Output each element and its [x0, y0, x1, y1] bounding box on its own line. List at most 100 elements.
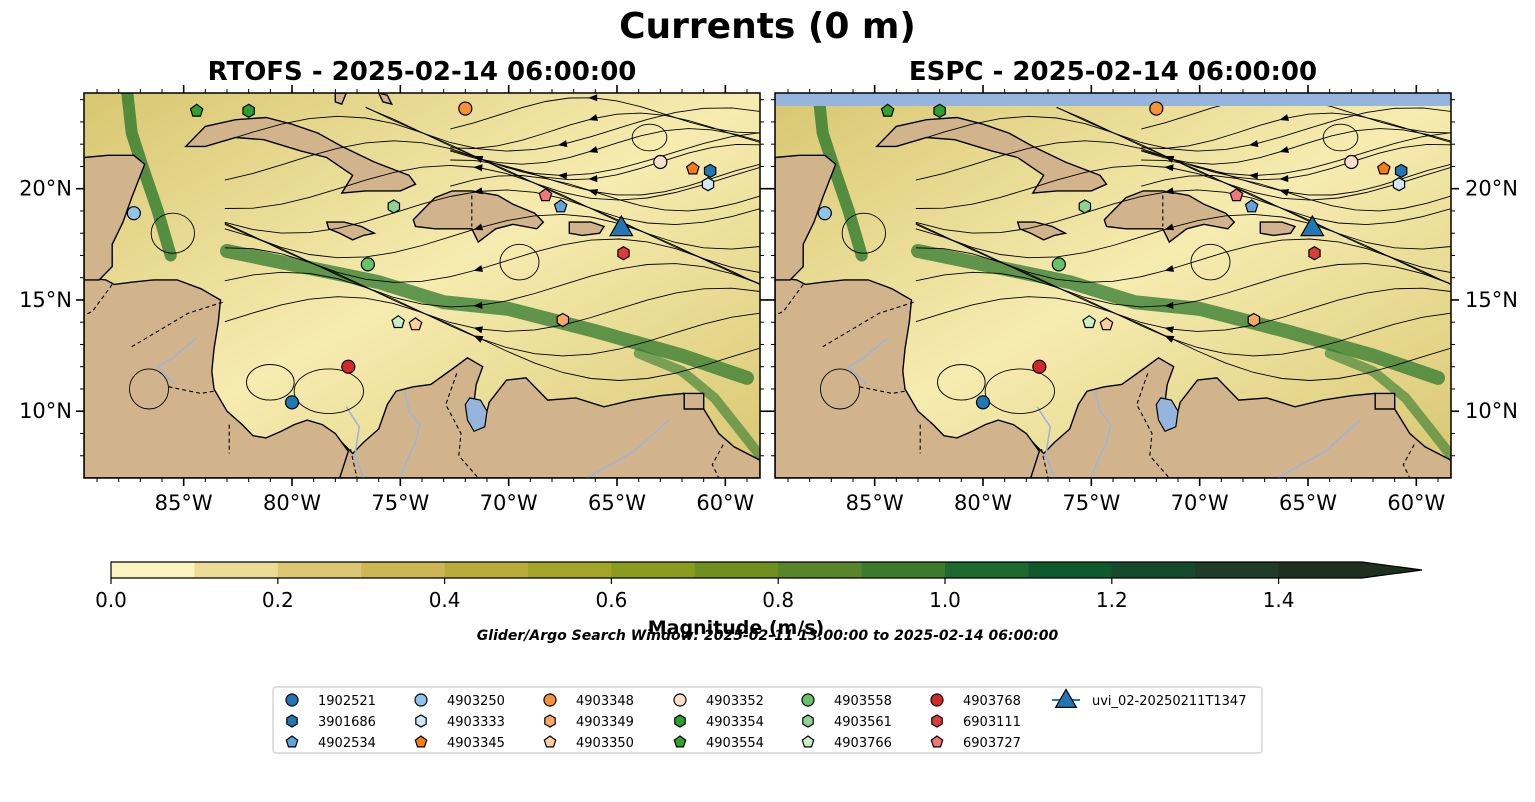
- lat-label: 20°N: [1465, 177, 1518, 201]
- country-border: [349, 448, 358, 478]
- lat-label: 10°N: [1465, 399, 1518, 423]
- land-puertoRico: [568, 221, 606, 237]
- colorbar-bin: [528, 562, 612, 578]
- streamline-arrow: [588, 189, 598, 196]
- river: [156, 337, 198, 386]
- streamline-arrow: [557, 172, 568, 180]
- eddy-streamline: [293, 368, 364, 414]
- marker-4903558: [1051, 257, 1066, 272]
- legend-marker: [674, 714, 686, 728]
- streamline-arrow: [1164, 326, 1174, 334]
- streamline: [224, 115, 760, 201]
- land-jamaica: [1016, 221, 1068, 241]
- southeast-current-band: [1324, 348, 1451, 461]
- eddy-streamline: [246, 364, 295, 401]
- legend-marker: [286, 714, 298, 728]
- streamline-arrow: [1279, 175, 1289, 183]
- streamline-arrow: [1248, 172, 1259, 180]
- land-centralAmerica: [775, 276, 1041, 478]
- country-border: [445, 373, 479, 478]
- river: [586, 419, 670, 478]
- colorbar-bin: [694, 562, 779, 578]
- streamline: [915, 140, 1451, 226]
- streamline-arrow: [473, 326, 483, 334]
- legend-marker: [930, 693, 944, 707]
- marker-4903349: [556, 312, 570, 328]
- legend-label: 4903333: [447, 715, 505, 730]
- legend-marker: [544, 714, 556, 728]
- marker-4903354: [242, 103, 255, 118]
- land-jamaica: [325, 221, 377, 241]
- marker-4903558: [360, 257, 375, 272]
- river: [399, 391, 421, 478]
- colorbar-tick-label: 0.6: [595, 588, 627, 612]
- legend-marker: [930, 735, 944, 748]
- streamline-arrow: [1279, 114, 1289, 121]
- rtofs-map-panel: 85°W 80°W 75°W 70°W 65°W 60°W 20°N 15°N 10°N: [19, 85, 768, 515]
- lon-label: 75°W: [371, 491, 429, 515]
- colorbar-tick-label: 1.2: [1096, 588, 1128, 612]
- colorbar-tick-label: 1.0: [929, 588, 961, 612]
- streamline: [224, 164, 760, 250]
- streamline: [1141, 112, 1451, 149]
- legend-label: 4903348: [576, 694, 634, 709]
- legend-marker: [414, 693, 428, 707]
- colorbar: 0.0 0.2 0.4 0.6 0.8 1.0 1.2 1.4 Magnitude (m/s): [95, 561, 1423, 639]
- marker-4902534: [1244, 199, 1259, 213]
- streamline-arrow: [557, 140, 568, 148]
- streamline-arrow: [588, 114, 598, 121]
- streamline-arrow: [1248, 140, 1259, 148]
- marker-6903111: [617, 246, 630, 261]
- streamline-arrow: [1164, 265, 1175, 272]
- southeast-current-band: [633, 348, 760, 461]
- streamline: [450, 175, 760, 212]
- lon-label: 85°W: [155, 491, 213, 515]
- streamline-arrow: [473, 301, 483, 309]
- colorbar-bin: [861, 562, 946, 578]
- land-cuba: [875, 116, 1108, 194]
- streamline: [450, 97, 760, 134]
- legend-marker: [285, 735, 299, 748]
- legend-label: 4903345: [447, 736, 505, 751]
- lon-label: 60°W: [1387, 491, 1445, 515]
- streamline: [915, 296, 1451, 381]
- legend-label: 4902534: [318, 736, 376, 751]
- espc-panel-title: ESPC - 2025-02-14 06:00:00: [908, 57, 1318, 87]
- colorbar-tick-label: 0.8: [762, 588, 794, 612]
- marker-4903768: [341, 359, 356, 374]
- rtofs-panel-title: RTOFS - 2025-02-14 06:00:00: [207, 57, 637, 87]
- eddy-streamline: [499, 243, 540, 281]
- eddy-streamline: [937, 364, 986, 401]
- search-window-note: Glider/Argo Search Window: 2025-02-11 13…: [476, 628, 1059, 644]
- country-border: [1402, 444, 1415, 478]
- streamline: [450, 112, 760, 149]
- lon-label: 70°W: [480, 491, 538, 515]
- marker-3901686: [1394, 163, 1408, 179]
- marker-4903250: [817, 206, 832, 221]
- colorbar-tick-label: 1.4: [1263, 588, 1295, 612]
- legend-label: 4903768: [963, 694, 1021, 709]
- colorbar-bin: [778, 562, 863, 578]
- marker-4903350: [408, 317, 423, 331]
- lake-maracaibo: [1155, 397, 1179, 433]
- eddy-streamline: [820, 368, 860, 410]
- streamline: [915, 222, 1451, 286]
- legend-label: 4903561: [834, 715, 892, 730]
- marker-4903768: [1032, 359, 1047, 374]
- legend-label: 4903250: [447, 694, 505, 709]
- land-hispaniola: [1103, 190, 1236, 244]
- colorbar-outline: [110, 561, 1423, 579]
- marker-4903250: [126, 206, 141, 221]
- legend-marker: [801, 693, 815, 707]
- legend-label: 4903766: [834, 736, 892, 751]
- lon-label: 80°W: [954, 491, 1012, 515]
- streamline: [224, 213, 760, 285]
- eddy-streamline: [984, 368, 1055, 414]
- land-trinidad: [1374, 392, 1396, 410]
- streamline: [1141, 128, 1451, 165]
- legend-marker: [414, 735, 428, 748]
- marker-4903766: [1082, 314, 1097, 329]
- colorbar-bin: [194, 562, 279, 578]
- colorbar-tick-label: 0.0: [95, 588, 127, 612]
- streamline: [224, 296, 760, 381]
